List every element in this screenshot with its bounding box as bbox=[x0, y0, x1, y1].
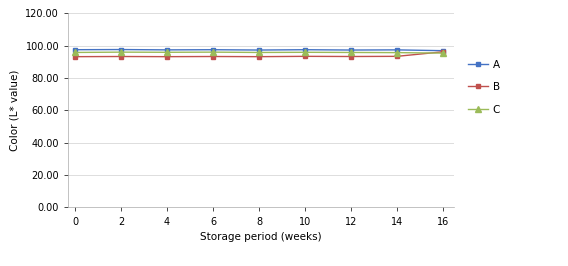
B bbox=[256, 55, 262, 58]
C bbox=[164, 51, 170, 54]
B bbox=[302, 55, 308, 58]
B bbox=[210, 55, 216, 58]
Y-axis label: Color (L* value): Color (L* value) bbox=[10, 70, 20, 151]
C bbox=[72, 51, 78, 54]
A bbox=[72, 48, 78, 51]
C bbox=[302, 51, 308, 54]
B bbox=[72, 55, 78, 58]
A bbox=[210, 48, 216, 51]
C bbox=[394, 51, 400, 54]
C bbox=[210, 51, 216, 54]
A bbox=[164, 48, 170, 51]
Line: A: A bbox=[73, 47, 445, 53]
A bbox=[348, 48, 354, 52]
A bbox=[302, 48, 308, 51]
C bbox=[440, 52, 446, 55]
Line: C: C bbox=[72, 49, 446, 56]
B bbox=[394, 55, 400, 58]
B bbox=[118, 55, 124, 58]
A bbox=[118, 48, 124, 51]
B bbox=[164, 55, 170, 58]
A bbox=[256, 48, 262, 52]
B bbox=[348, 55, 354, 58]
C bbox=[118, 51, 124, 54]
Line: B: B bbox=[73, 50, 445, 59]
X-axis label: Storage period (weeks): Storage period (weeks) bbox=[201, 232, 322, 242]
B bbox=[440, 50, 446, 53]
A bbox=[440, 49, 446, 52]
Legend: A, B, C: A, B, C bbox=[463, 55, 504, 119]
C bbox=[256, 51, 262, 54]
C bbox=[348, 51, 354, 54]
A bbox=[394, 48, 400, 51]
